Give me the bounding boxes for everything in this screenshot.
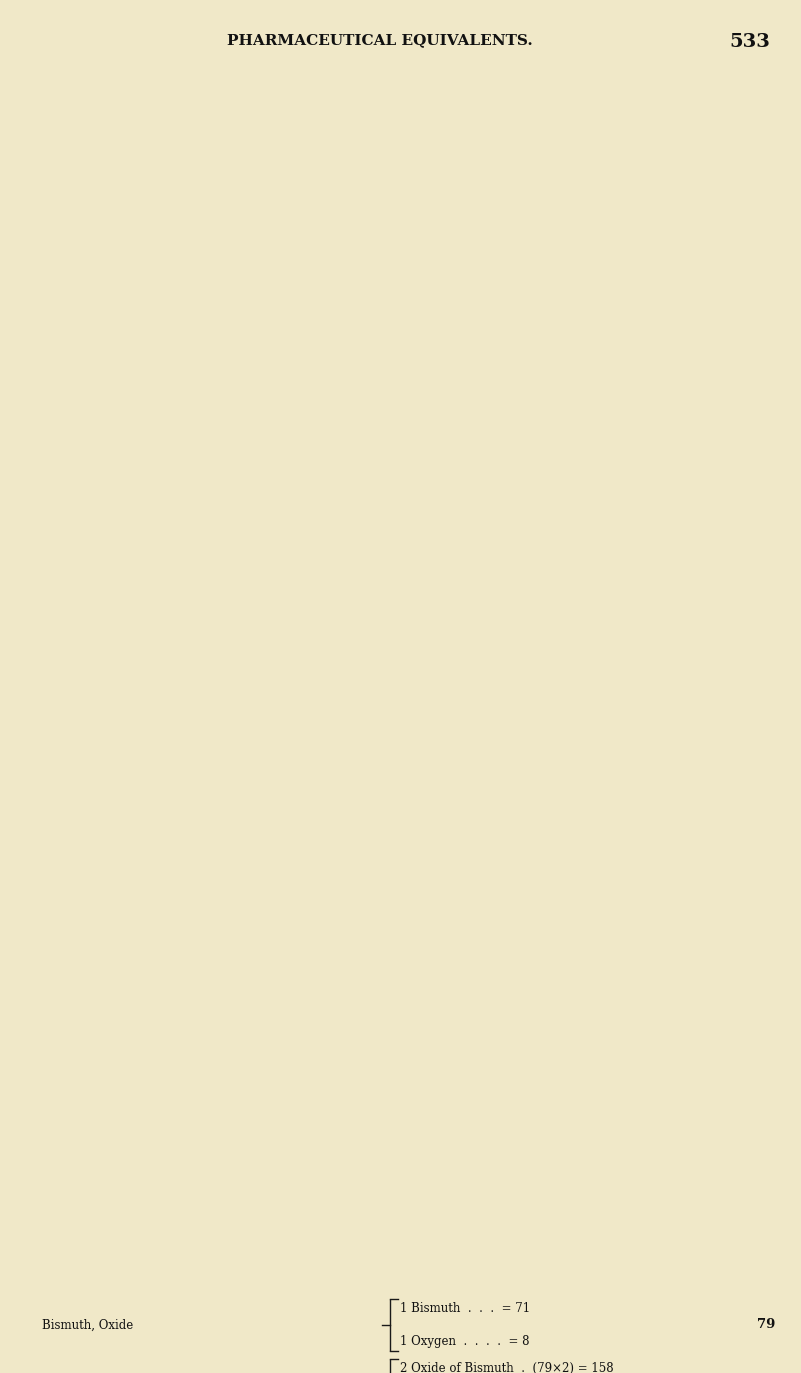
Text: 1 Bismuth  .  .  .  = 71: 1 Bismuth . . . = 71 bbox=[400, 1302, 530, 1315]
Text: 1 Oxygen  .  .  .  .  = 8: 1 Oxygen . . . . = 8 bbox=[400, 1336, 529, 1348]
Text: PHARMACEUTICAL EQUIVALENTS.: PHARMACEUTICAL EQUIVALENTS. bbox=[227, 33, 533, 47]
Text: 533: 533 bbox=[729, 33, 770, 51]
Text: 2 Oxide of Bismuth  .  (79×2) = 158: 2 Oxide of Bismuth . (79×2) = 158 bbox=[400, 1362, 614, 1373]
Text: Bismuth, Oxide: Bismuth, Oxide bbox=[42, 1318, 133, 1332]
Text: 79: 79 bbox=[757, 1318, 775, 1332]
